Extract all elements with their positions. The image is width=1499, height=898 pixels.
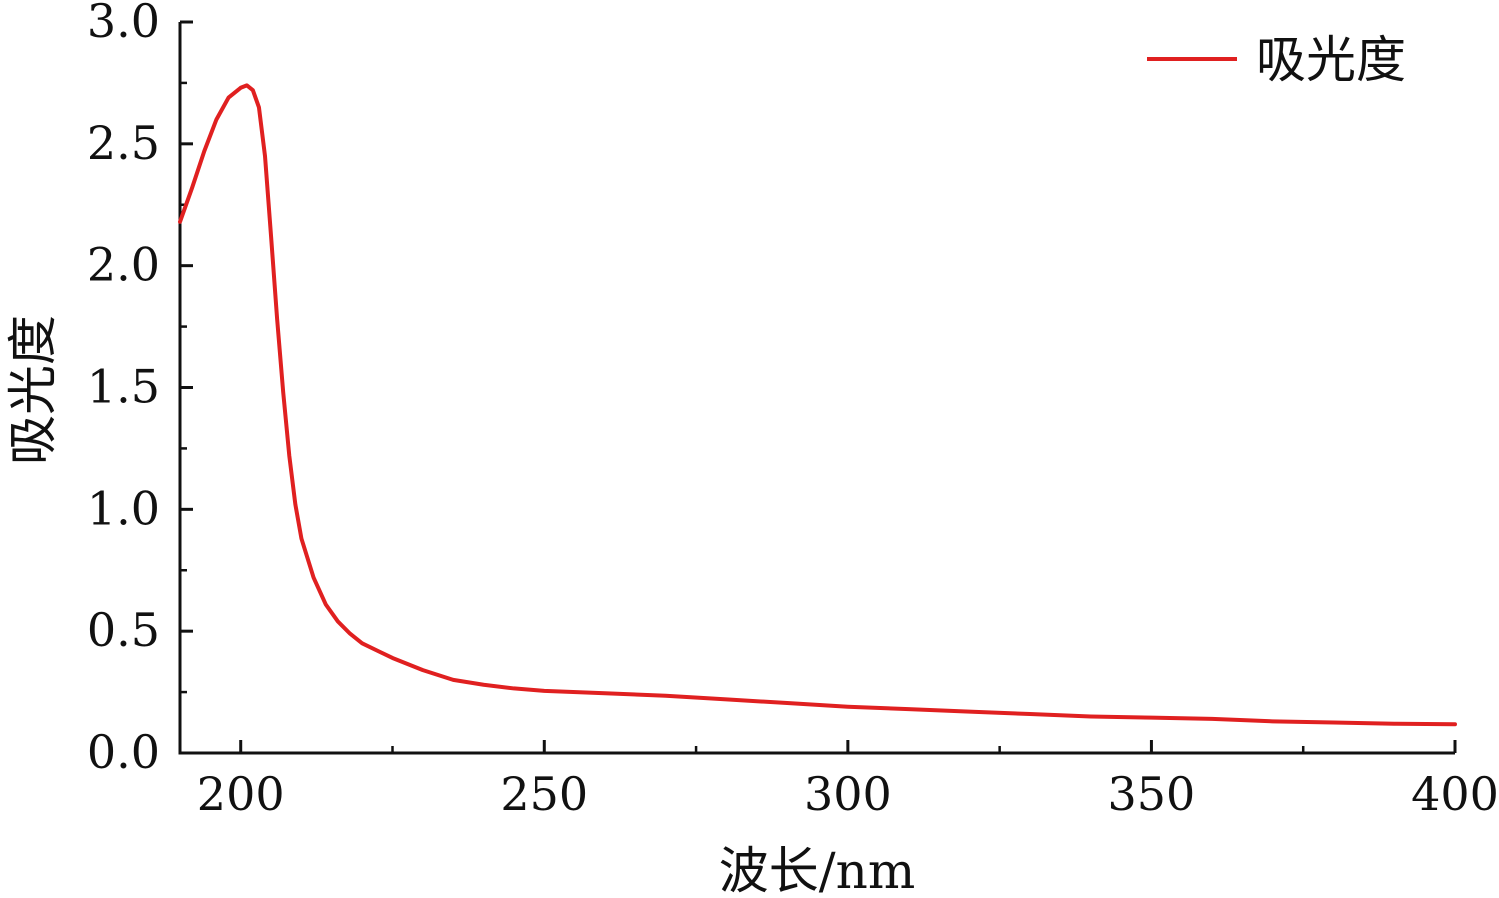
absorbance-series-line bbox=[178, 83, 1457, 727]
x-tick-label: 250 bbox=[500, 767, 588, 821]
x-tick-label: 350 bbox=[1108, 767, 1196, 821]
x-tick-label: 400 bbox=[1411, 767, 1499, 821]
legend-label: 吸光度 bbox=[1256, 31, 1406, 89]
y-tick-label: 0.5 bbox=[87, 603, 160, 657]
y-axis-title: 吸光度 bbox=[4, 315, 62, 465]
legend: 吸光度 bbox=[1147, 31, 1406, 89]
y-tick-label: 1.0 bbox=[87, 481, 160, 535]
axes-layer bbox=[178, 22, 1455, 755]
series-layer bbox=[178, 83, 1457, 727]
y-tick-label: 2.0 bbox=[87, 238, 160, 292]
x-tick-label: 200 bbox=[197, 767, 285, 821]
y-tick-label: 0.0 bbox=[87, 725, 160, 779]
y-tick-label: 2.5 bbox=[87, 116, 160, 170]
y-tick-label: 1.5 bbox=[87, 360, 160, 414]
y-tick-label: 3.0 bbox=[87, 0, 160, 48]
x-axis-title: 波长/nm bbox=[719, 842, 915, 898]
ticks-layer: 0.0 0.5 1.0 1.5 2.0 2.5 3.0 200 250 300 350 400 bbox=[87, 0, 1499, 821]
x-tick-label: 300 bbox=[804, 767, 892, 821]
